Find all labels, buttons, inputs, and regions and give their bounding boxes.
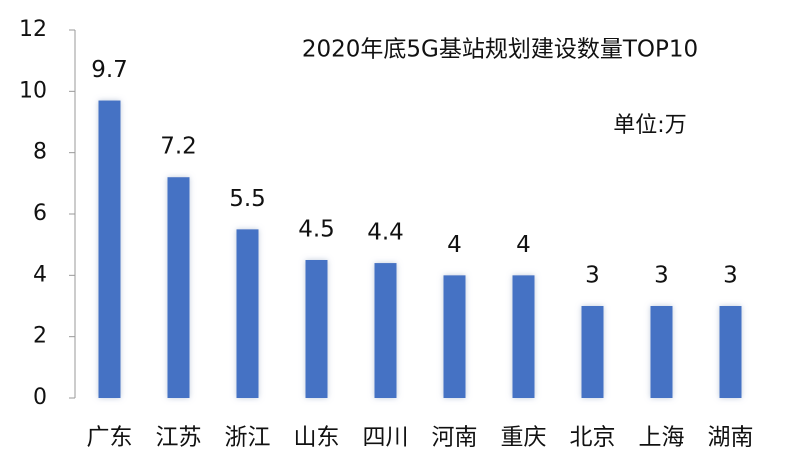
x-tick-label: 江苏 [156,425,202,451]
bar [236,229,259,398]
x-tick-label: 河南 [432,425,478,451]
y-tick-label: 10 [19,78,47,103]
data-label: 7.2 [160,134,197,160]
y-tick-label: 0 [33,385,47,410]
unit-label: 单位:万 [613,113,686,138]
bar [719,306,742,398]
y-tick-label: 6 [33,201,47,226]
y-tick-label: 12 [19,17,47,42]
data-label: 4 [447,232,462,258]
x-tick-label: 湖南 [708,425,754,451]
y-tick-label: 4 [33,262,47,287]
x-tick-label: 四川 [363,425,409,451]
x-tick-label: 上海 [639,425,685,451]
y-tick-label: 2 [33,324,47,349]
x-tick-label: 浙江 [225,425,271,451]
bar [374,263,397,398]
bar [581,306,604,398]
data-label: 5.5 [229,186,266,212]
x-tick-label: 山东 [294,425,340,451]
data-label: 4.4 [367,220,404,246]
x-tick-label: 广东 [87,425,133,451]
data-label: 4.5 [298,217,335,243]
data-label: 9.7 [91,57,128,83]
bar [305,260,328,398]
chart-title: 2020年底5G基站规划建设数量TOP10 [302,37,698,63]
data-label: 4 [516,232,531,258]
y-tick-label: 8 [33,140,47,165]
bar [443,275,466,398]
bar [167,177,190,398]
data-label: 3 [585,263,600,289]
bar [98,100,121,399]
data-label: 3 [723,263,738,289]
data-label: 3 [654,263,669,289]
bar [512,275,535,398]
x-tick-label: 北京 [570,425,616,451]
bar [650,306,673,398]
x-tick-label: 重庆 [501,425,547,451]
